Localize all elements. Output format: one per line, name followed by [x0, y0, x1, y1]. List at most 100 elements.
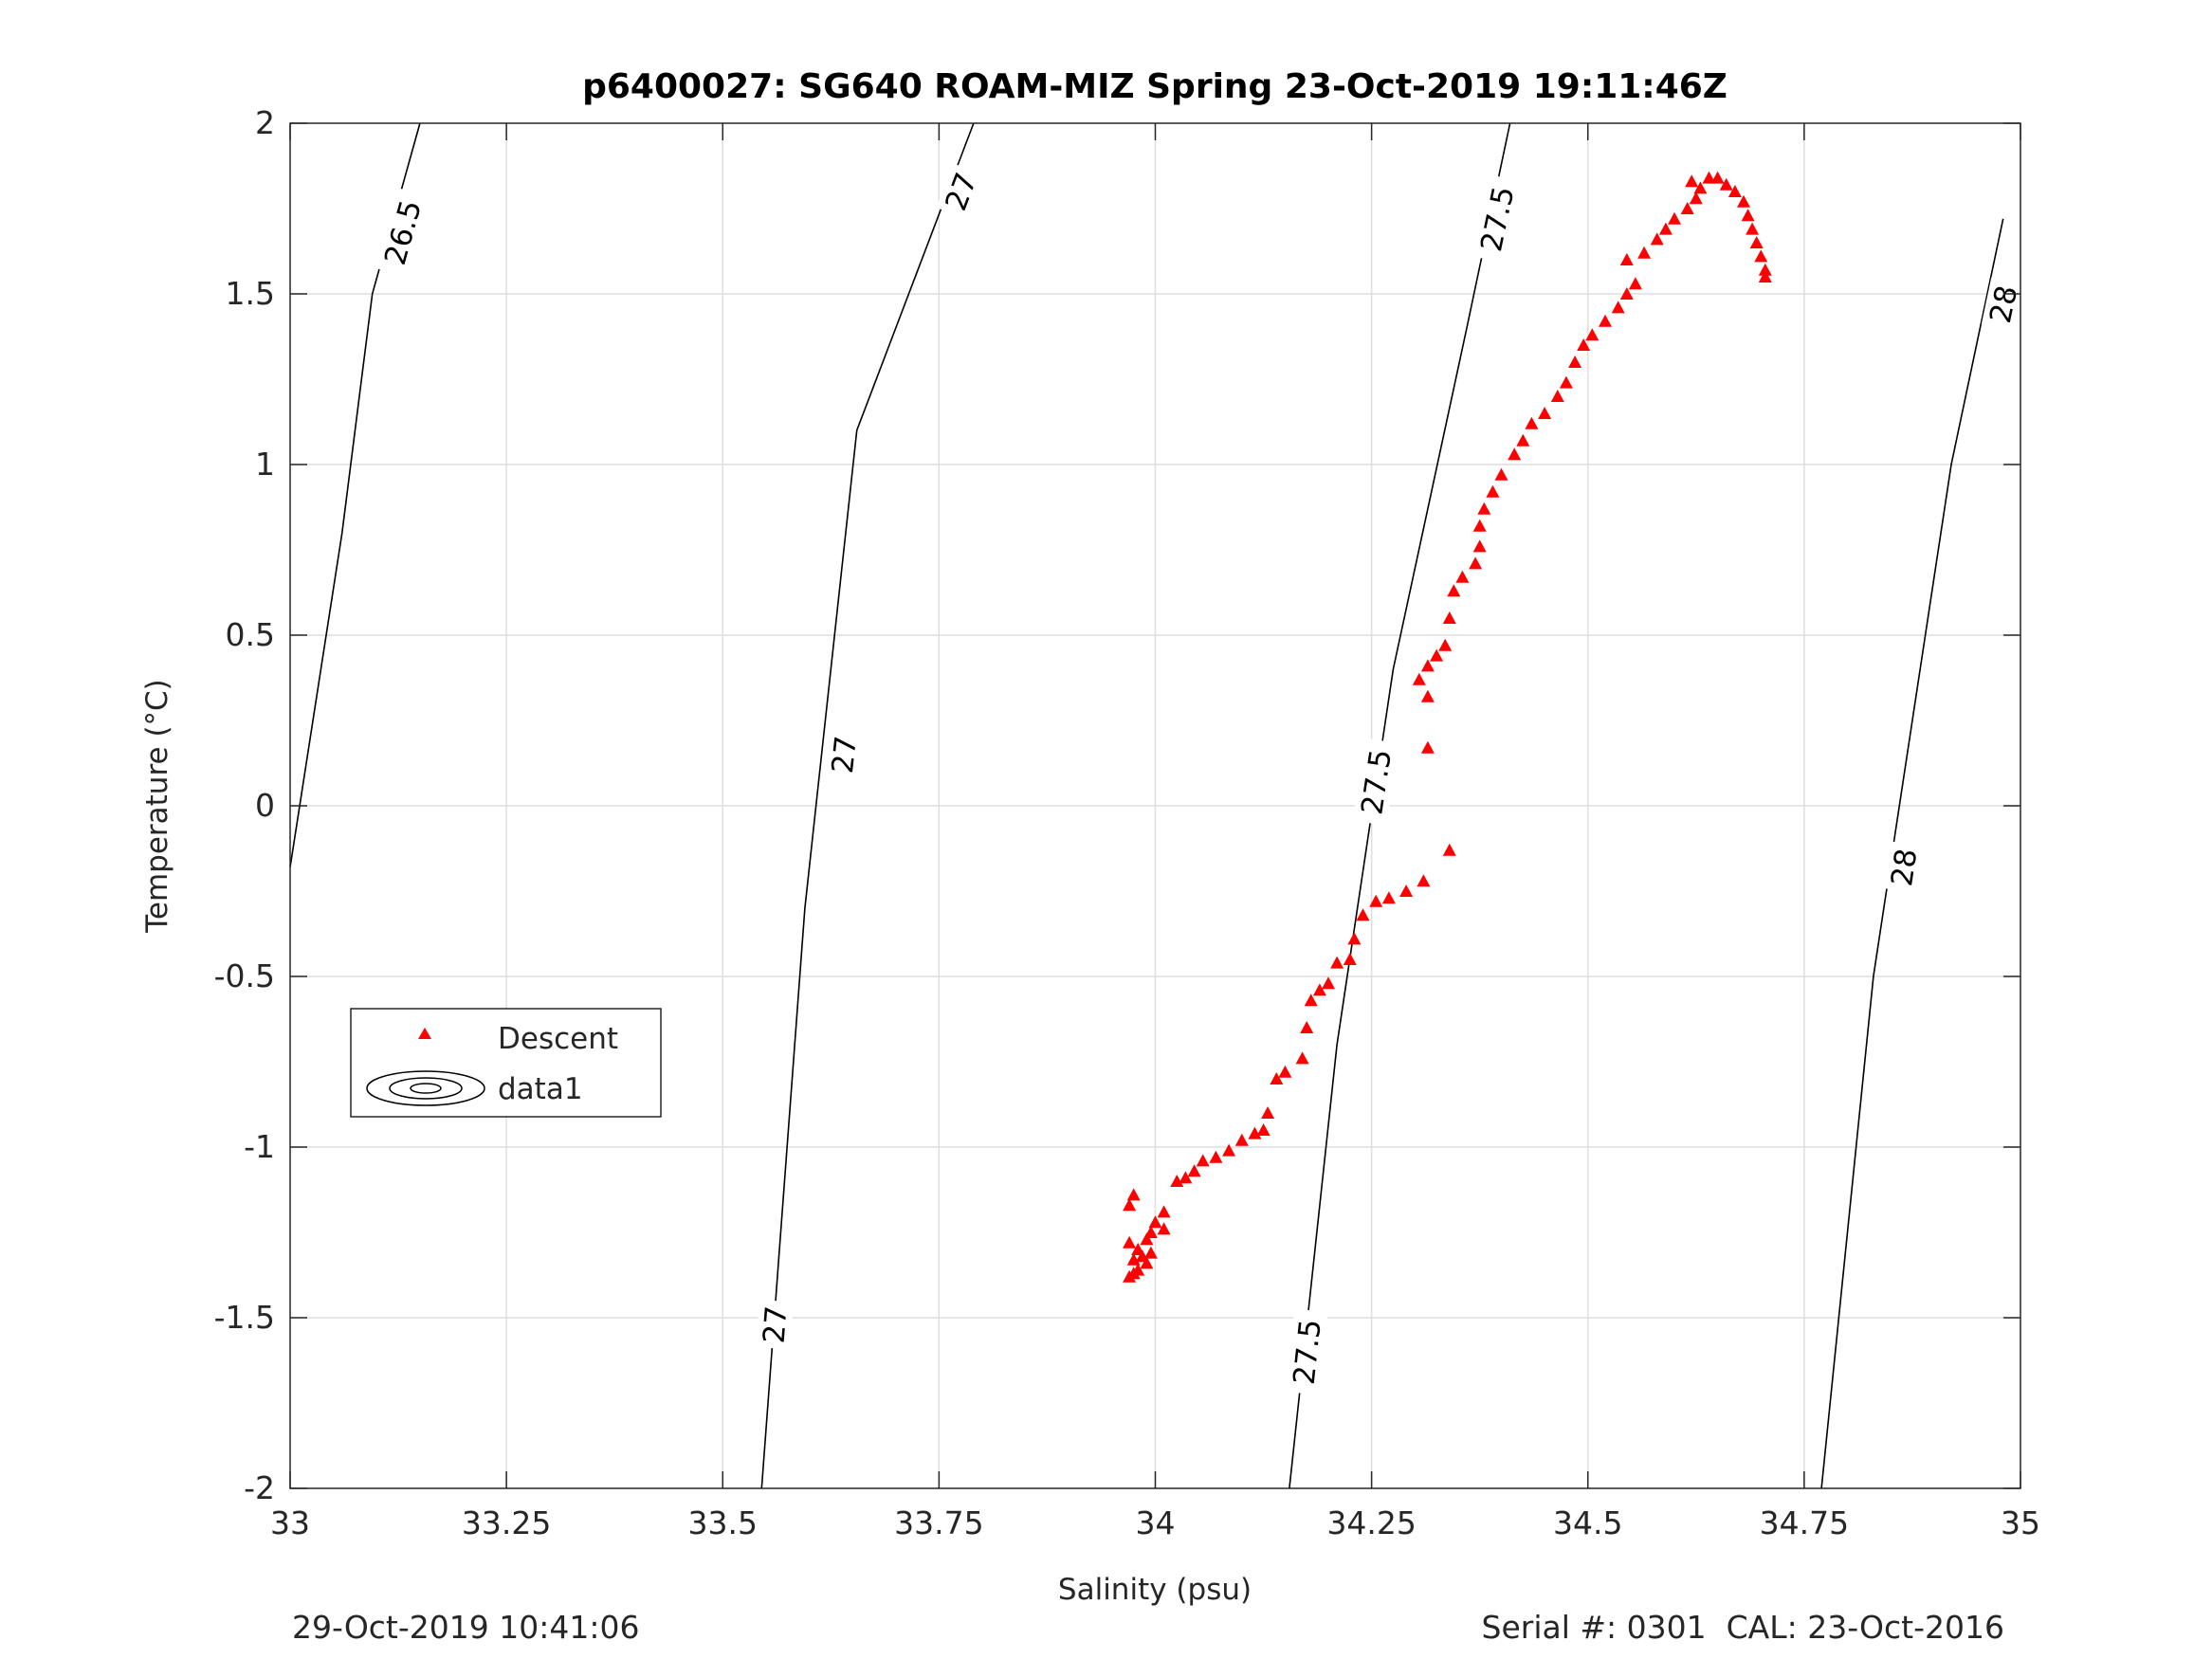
descent-point	[1494, 467, 1508, 481]
descent-point	[1559, 375, 1573, 389]
descent-point	[1248, 1126, 1262, 1139]
descent-point	[1442, 611, 1456, 624]
y-tick-label: 2	[255, 104, 275, 141]
contour-label-27: 27	[756, 1299, 795, 1350]
descent-point	[1758, 263, 1772, 276]
descent-point	[1568, 356, 1582, 368]
descent-point	[1143, 1226, 1158, 1238]
descent-point	[1685, 174, 1699, 188]
descent-points	[1123, 171, 1772, 1283]
descent-point	[1270, 1072, 1284, 1085]
contour-line-27	[760, 122, 975, 1489]
descent-point	[1550, 390, 1564, 402]
contour-label-27.5: 27.5	[1285, 1308, 1328, 1395]
descent-point	[1234, 1133, 1249, 1146]
legend-descent-label: Descent	[498, 1022, 618, 1056]
y-tick-label: -0.5	[214, 957, 275, 994]
descent-point	[1619, 253, 1634, 265]
descent-point	[1209, 1150, 1223, 1163]
y-tick-label: 0	[255, 787, 275, 824]
descent-point	[1399, 884, 1414, 897]
descent-point	[1728, 185, 1742, 197]
descent-point	[1758, 270, 1772, 283]
descent-point	[1508, 447, 1522, 461]
contour-label-text: 27	[758, 1304, 795, 1344]
descent-point	[1312, 983, 1326, 996]
descent-point	[1538, 407, 1552, 419]
descent-point	[1131, 1243, 1145, 1255]
x-tick-label: 35	[2001, 1504, 2040, 1541]
descent-point	[1702, 171, 1716, 184]
descent-point	[1585, 328, 1600, 341]
descent-point	[1746, 222, 1760, 235]
descent-point	[1516, 433, 1530, 447]
descent-point	[1412, 672, 1426, 685]
x-tick-label: 34.5	[1553, 1504, 1622, 1541]
descent-point	[1420, 689, 1435, 702]
contour-label-27: 27	[824, 729, 864, 780]
descent-point	[1611, 301, 1625, 314]
legend-box	[350, 1008, 662, 1118]
descent-point	[1300, 1021, 1314, 1033]
x-tick-label: 33.25	[462, 1504, 551, 1541]
descent-point	[1472, 539, 1487, 553]
descent-point	[1222, 1143, 1236, 1157]
descent-point	[1295, 1051, 1309, 1065]
x-tick-label: 33	[270, 1504, 310, 1541]
footer-timestamp: 29-Oct-2019 10:41:06	[292, 1609, 639, 1646]
descent-point	[1599, 314, 1612, 327]
contour-label-28: 28	[1981, 277, 2025, 331]
descent-point	[1477, 501, 1491, 515]
descent-point	[1131, 1263, 1145, 1276]
descent-point	[1741, 209, 1755, 222]
x-axis-label: Salinity (psu)	[1058, 1573, 1252, 1607]
descent-point	[1668, 211, 1681, 225]
descent-point	[1343, 953, 1357, 965]
legend-descent-marker	[418, 1028, 431, 1039]
contour-label-gap	[756, 1299, 794, 1350]
descent-point	[1140, 1232, 1154, 1246]
descent-point	[1304, 994, 1318, 1007]
density-contours	[289, 122, 2004, 1489]
y-tick-label: -2	[244, 1469, 275, 1506]
contour-label-gap	[936, 163, 985, 220]
descent-point	[1749, 236, 1764, 248]
contour-label-text: 28	[1983, 283, 2024, 326]
descent-point	[1719, 177, 1733, 191]
contour-line-27.5	[1289, 122, 1511, 1489]
descent-point	[1430, 648, 1444, 662]
descent-point	[1123, 1235, 1137, 1249]
descent-point	[1486, 484, 1500, 498]
descent-point	[1693, 181, 1708, 194]
descent-point	[1754, 249, 1768, 263]
contour-label-text: 27	[826, 735, 864, 775]
y-tick-label: 0.5	[226, 616, 275, 653]
descent-point	[1157, 1222, 1171, 1235]
descent-point	[1123, 1198, 1137, 1212]
footer-serial-cal: Serial #: 0301 CAL: 23-Oct-2016	[1482, 1609, 2004, 1646]
descent-point	[1369, 894, 1383, 907]
legend: Descent data1	[350, 1008, 662, 1118]
chart-title: p6400027: SG640 ROAM-MIZ Spring 23-Oct-2…	[582, 67, 1728, 106]
legend-data1-label: data1	[498, 1072, 583, 1106]
descent-point	[1143, 1246, 1158, 1259]
descent-point	[1196, 1154, 1210, 1167]
descent-point	[1637, 246, 1652, 259]
descent-point	[1157, 1205, 1171, 1218]
descent-point	[1278, 1065, 1292, 1078]
descent-point	[1148, 1215, 1162, 1229]
descent-point	[1469, 556, 1483, 570]
descent-point	[1347, 932, 1362, 945]
contour-label-gap	[824, 729, 864, 780]
descent-point	[1619, 287, 1634, 300]
descent-point	[1420, 740, 1435, 754]
descent-point	[1442, 843, 1456, 856]
descent-point	[1420, 659, 1435, 672]
y-tick-label: 1	[255, 446, 275, 483]
contour-label-text: 28	[1885, 847, 1924, 888]
contour-label-gap	[1285, 1308, 1328, 1395]
contour-label-gap	[1472, 174, 1523, 264]
descent-point	[1126, 1188, 1141, 1201]
